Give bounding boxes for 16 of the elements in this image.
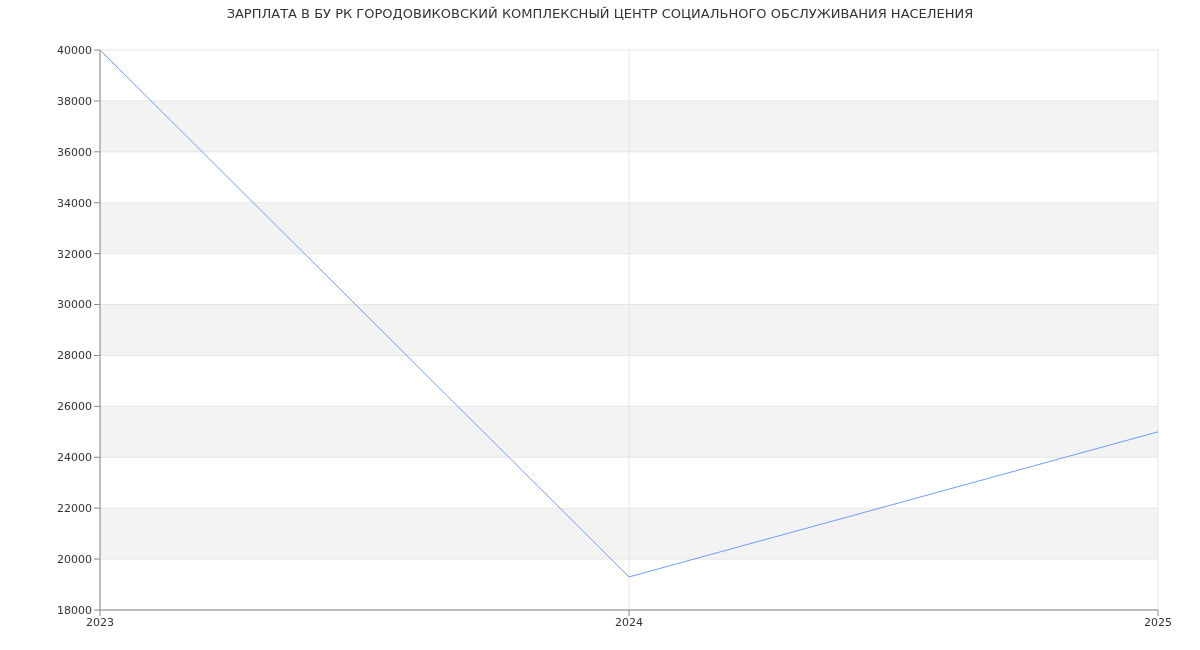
- y-tick-label: 38000: [57, 94, 92, 108]
- y-tick-label: 20000: [57, 553, 92, 566]
- y-tick-label: 28000: [57, 349, 92, 363]
- x-tick-label: 2024: [615, 615, 643, 629]
- x-tick-label: 2025: [1144, 615, 1172, 629]
- y-tick-label: 24000: [57, 451, 92, 465]
- chart-title: ЗАРПЛАТА В БУ РК ГОРОДОВИКОВСКИЙ КОМПЛЕКСНЫЙ ЦЕНТР СОЦИАЛЬНОГО ОБСЛУЖИВАНИЯ НАСЕЛЕНИЯ: [225, 6, 975, 23]
- y-tick-label: 34000: [57, 196, 92, 210]
- y-tick-label: 18000: [57, 603, 92, 617]
- x-tick-label: 2023: [86, 615, 114, 629]
- y-tick-label: 26000: [57, 400, 92, 414]
- y-tick-label: 22000: [57, 502, 92, 516]
- y-tick-label: 40000: [57, 43, 92, 57]
- y-tick-label: 30000: [57, 298, 92, 312]
- y-tick-label: 36000: [57, 145, 92, 159]
- y-tick-label: 32000: [57, 247, 92, 261]
